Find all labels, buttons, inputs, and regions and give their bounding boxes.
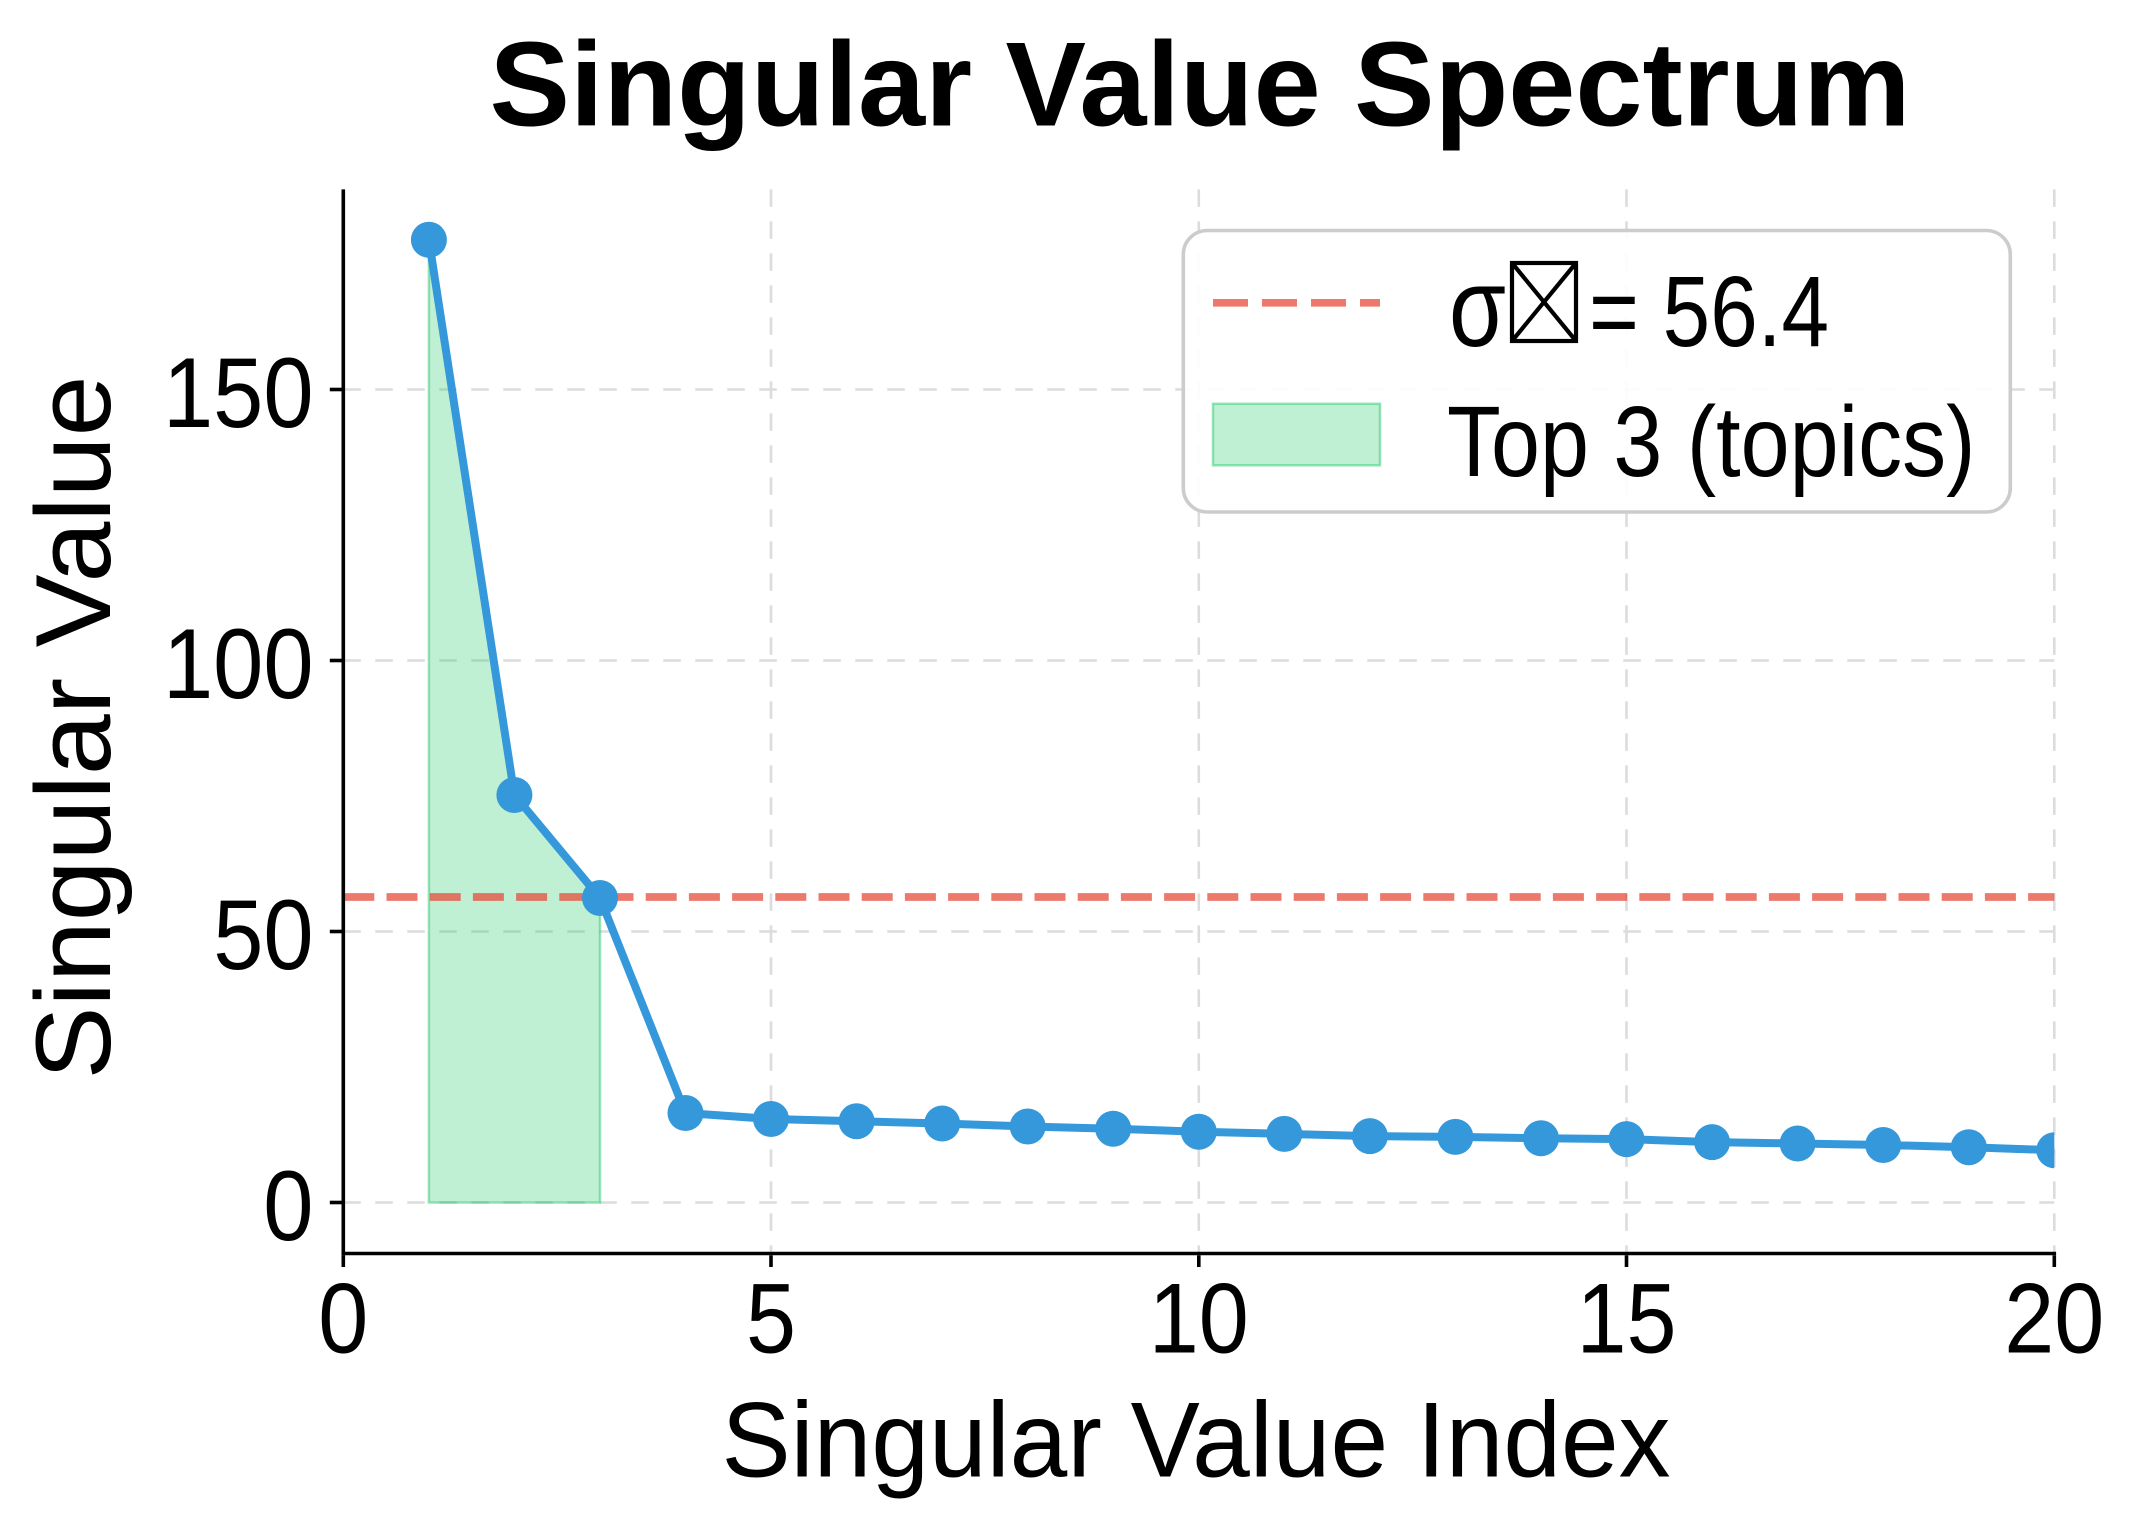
svg-text:15: 15	[1577, 1263, 1677, 1374]
svg-text:Singular Value: Singular Value	[14, 376, 133, 1080]
svg-text:5: 5	[746, 1263, 796, 1374]
svg-text:150: 150	[163, 337, 314, 448]
svg-text:Singular Value Index: Singular Value Index	[722, 1381, 1671, 1500]
svg-text:σ: σ	[1449, 245, 1506, 370]
svg-text:10: 10	[1149, 1263, 1249, 1374]
svg-text:0: 0	[263, 1150, 313, 1261]
svg-text:0: 0	[318, 1263, 368, 1374]
svg-text:Singular Value Spectrum: Singular Value Spectrum	[490, 18, 1911, 152]
svg-text:100: 100	[163, 608, 314, 719]
svg-text:= 56.4: = 56.4	[1589, 256, 1829, 368]
svg-text:20: 20	[2004, 1263, 2104, 1374]
svg-text:50: 50	[213, 879, 313, 990]
svg-text:Top 3 (topics): Top 3 (topics)	[1447, 386, 1976, 498]
